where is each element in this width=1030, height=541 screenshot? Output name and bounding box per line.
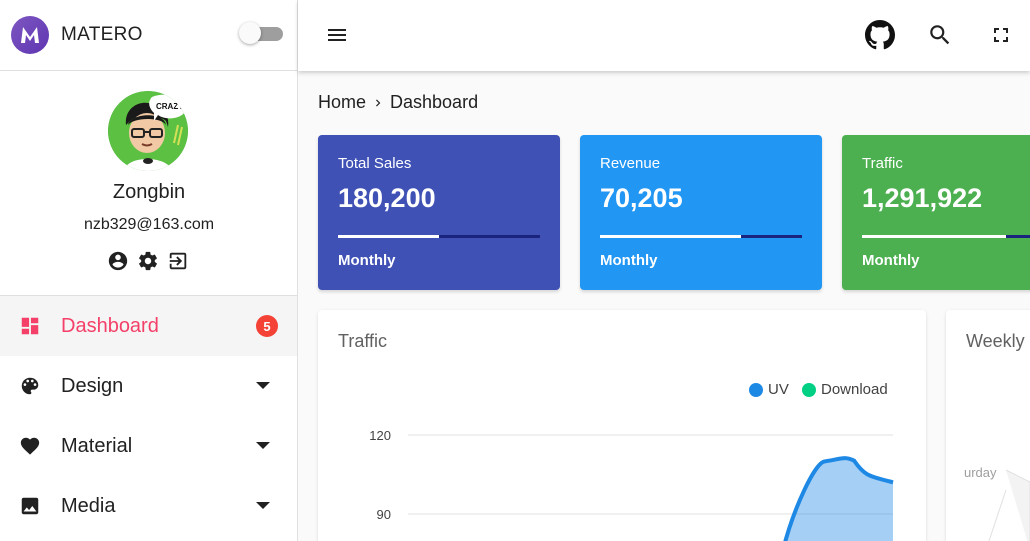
sidebar: MATERO CRAZY Zongbin <box>0 0 298 541</box>
sidebar-item-label: Design <box>61 374 124 397</box>
stat-progress-fill <box>338 235 439 238</box>
legend-swatch <box>749 382 763 397</box>
stat-title: Total Sales <box>338 155 412 172</box>
avatar-caption: CRAZY <box>156 102 184 111</box>
matero-logo[interactable] <box>11 16 49 54</box>
radar-spoke <box>988 489 1007 541</box>
legend-label: Download <box>821 381 888 398</box>
top-toolbar <box>298 0 1030 71</box>
breadcrumb: Home Dashboard <box>318 92 478 113</box>
settings-icon[interactable] <box>137 250 159 272</box>
chevron-down-icon <box>254 497 272 515</box>
user-email: nzb329@163.com <box>83 216 215 233</box>
radar-grid <box>1005 469 1030 541</box>
dashboard-icon <box>19 315 41 337</box>
stat-period: Monthly <box>338 252 396 269</box>
legend-swatch <box>802 382 816 397</box>
stat-card-revenue: Revenue 70,205 Monthly <box>580 135 822 290</box>
y-tick-label: 90 <box>377 507 391 522</box>
series-uv-area <box>785 458 893 541</box>
radar-axis-label: urday <box>964 465 997 480</box>
image-icon <box>19 495 41 517</box>
sidebar-item-label: Dashboard <box>61 314 159 337</box>
stat-progress <box>338 235 540 238</box>
weekly-radar-chart: urday <box>964 465 1030 541</box>
traffic-chart: 120 90 <box>369 428 894 541</box>
heart-icon <box>19 435 41 457</box>
search-icon[interactable] <box>922 17 958 53</box>
stat-value: 180,200 <box>338 183 436 213</box>
avatar[interactable]: CRAZY <box>108 91 188 171</box>
user-panel: CRAZY Zongbin nzb329@163.com <box>0 71 297 296</box>
logout-icon[interactable] <box>167 250 189 272</box>
stat-period: Monthly <box>600 252 658 269</box>
stat-value: 1,291,922 <box>862 183 983 213</box>
weekly-chart-card: Weekly R urday <box>946 310 1030 541</box>
sidebar-menu: Dashboard 5 Design Material Med <box>0 296 297 536</box>
stat-value: 70,205 <box>600 183 683 213</box>
stat-card-traffic: Traffic 1,291,922 Monthly <box>842 135 1030 290</box>
stat-card-total-sales: Total Sales 180,200 Monthly <box>318 135 560 290</box>
stat-progress <box>600 235 802 238</box>
sidebar-item-material[interactable]: Material <box>0 416 297 476</box>
toggle-thumb <box>239 22 261 44</box>
card-title: Weekly R <box>966 331 1030 351</box>
stat-period: Monthly <box>862 252 920 269</box>
chevron-down-icon <box>254 437 272 455</box>
app-name: MATERO <box>61 24 143 45</box>
github-icon[interactable] <box>862 17 898 53</box>
legend-uv[interactable]: UV <box>749 381 789 398</box>
stat-title: Traffic <box>862 155 903 172</box>
card-title: Traffic <box>338 331 388 351</box>
sidebar-item-label: Media <box>61 494 116 517</box>
sidebar-item-media[interactable]: Media <box>0 476 297 536</box>
sidebar-item-design[interactable]: Design <box>0 356 297 416</box>
notification-badge: 5 <box>256 315 278 337</box>
sidebar-item-dashboard[interactable]: Dashboard 5 <box>0 296 297 356</box>
chevron-right-icon <box>371 96 385 110</box>
traffic-chart-card: Traffic UV Download 120 90 <box>318 310 926 541</box>
legend-download[interactable]: Download <box>802 381 888 398</box>
stat-title: Revenue <box>600 155 661 172</box>
account-circle-icon[interactable] <box>107 250 129 272</box>
palette-icon <box>19 375 41 397</box>
user-name: Zongbin <box>112 181 186 203</box>
y-tick-label: 120 <box>369 428 391 443</box>
breadcrumb-home[interactable]: Home <box>318 92 367 112</box>
fullscreen-icon[interactable] <box>983 17 1019 53</box>
brand-header: MATERO <box>0 0 297 71</box>
sidebar-item-label: Material <box>61 434 133 457</box>
chevron-down-icon <box>254 377 272 395</box>
theme-toggle[interactable] <box>239 22 285 44</box>
stat-progress-fill <box>862 235 1006 238</box>
breadcrumb-current: Dashboard <box>390 92 479 112</box>
stat-progress <box>862 235 1030 238</box>
legend-label: UV <box>768 381 789 398</box>
stat-progress-fill <box>600 235 742 238</box>
series-uv-line <box>783 456 894 541</box>
menu-icon[interactable] <box>319 17 355 53</box>
